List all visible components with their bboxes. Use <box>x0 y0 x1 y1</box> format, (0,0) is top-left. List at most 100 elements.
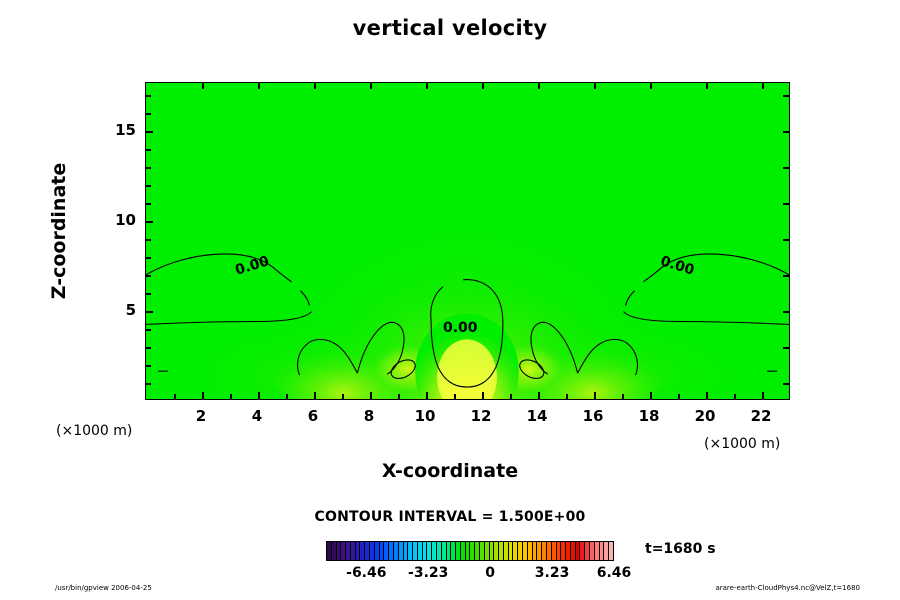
y-tick-minor <box>146 383 151 385</box>
y-tick-minor <box>146 275 151 277</box>
x-tick-label-12: 12 <box>470 407 492 425</box>
y-tick-minor <box>146 185 151 187</box>
x-tick-label-8: 8 <box>363 407 375 425</box>
x-axis-unit-note: (×1000 m) <box>704 436 781 452</box>
colorbar-segment <box>566 542 571 560</box>
x-tick-2 <box>202 392 204 399</box>
x-tick-minor <box>566 394 568 399</box>
colorbar-segment <box>580 542 586 560</box>
x-tick-14 <box>538 392 540 399</box>
colorbar-segment <box>499 542 504 560</box>
x-tick-minor <box>230 394 232 399</box>
colorbar-tick--3.23: -3.23 <box>408 565 449 581</box>
x-tick-22 <box>762 392 764 399</box>
y-tick-minor <box>146 347 151 349</box>
colorbar-segment <box>542 542 547 560</box>
colorbar-segment <box>513 542 519 560</box>
y-tick-right <box>783 167 789 169</box>
page-title: vertical velocity <box>352 16 548 40</box>
colorbar-segment <box>480 542 485 560</box>
colorbar-segment <box>331 542 337 560</box>
y-tick-minor <box>146 257 151 259</box>
colorbar-segment <box>546 542 552 560</box>
y-tick-label-group: 5 10 15 <box>100 82 136 400</box>
x-tick-minor <box>398 394 400 399</box>
colorbar-segment <box>360 542 366 560</box>
y-tick-15 <box>146 131 153 133</box>
y-tick-minor <box>146 95 151 97</box>
y-tick-right <box>783 347 789 349</box>
x-tick-16 <box>594 392 596 399</box>
colorbar-segment <box>432 542 437 560</box>
x-tick-label-16: 16 <box>582 407 604 425</box>
footer-datasource: arare-earth-CloudPhys4.nc@VelZ,t=1680 <box>715 584 860 592</box>
x-tick-label-10: 10 <box>414 407 436 425</box>
x-tick-label-6: 6 <box>307 407 319 425</box>
colorbar-segment <box>465 542 471 560</box>
y-tick-right <box>783 383 789 385</box>
colorbar-segment <box>374 542 380 560</box>
colorbar-segment <box>398 542 404 560</box>
y-tick-minor <box>146 113 151 115</box>
y-tick-label-5: 5 <box>125 301 136 319</box>
colorbar-segment <box>604 542 610 560</box>
colorbar-segment <box>489 542 495 560</box>
x-tick-label-4: 4 <box>251 407 263 425</box>
colorbar-segment <box>393 542 399 560</box>
y-axis-unit-note: (×1000 m) <box>56 423 133 439</box>
colorbar-segment <box>417 542 423 560</box>
colorbar-segment <box>503 542 509 560</box>
colorbar-segment <box>470 542 476 560</box>
colorbar-segment <box>422 542 428 560</box>
y-tick-right <box>783 131 789 133</box>
x-tick-minor <box>286 394 288 399</box>
colorbar-segment <box>365 542 371 560</box>
colorbar-segment <box>379 542 385 560</box>
colorbar-segment <box>355 542 361 560</box>
y-tick-10 <box>146 221 153 223</box>
colorbar-segment <box>427 542 433 560</box>
colorbar-segment <box>599 542 605 560</box>
y-tick-right <box>783 311 789 313</box>
x-tick-minor <box>342 394 344 399</box>
y-tick-label-10: 10 <box>115 211 136 229</box>
colorbar-segment <box>327 542 332 560</box>
x-tick-top <box>314 83 316 89</box>
colorbar-segment <box>527 542 533 560</box>
x-tick-label-22: 22 <box>750 407 772 425</box>
colorbar-segment <box>403 542 409 560</box>
y-axis-title: Z-coordinate <box>48 162 70 300</box>
colorbar-segment <box>446 542 452 560</box>
y-tick-minor <box>146 239 151 241</box>
colorbar-tick--6.46: -6.46 <box>346 565 387 581</box>
x-tick-top <box>370 83 372 89</box>
y-tick-minor <box>146 329 151 331</box>
x-tick-minor <box>454 394 456 399</box>
time-label: t=1680 s <box>645 541 716 557</box>
colorbar-segment <box>475 542 480 560</box>
colorbar-segment <box>456 542 461 560</box>
colorbar[interactable] <box>326 541 614 561</box>
colorbar-segment <box>594 542 600 560</box>
colorbar-segment <box>350 542 356 560</box>
colorbar-segment <box>523 542 528 560</box>
x-tick-8 <box>370 392 372 399</box>
x-tick-top <box>258 83 260 89</box>
x-tick-top <box>482 83 484 89</box>
x-tick-minor <box>510 394 512 399</box>
colorbar-tick-0: 0 <box>485 565 496 581</box>
x-tick-top <box>538 83 540 89</box>
x-tick-10 <box>426 392 428 399</box>
x-tick-18 <box>650 392 652 399</box>
colorbar-segment <box>556 542 562 560</box>
colorbar-segment <box>484 542 490 560</box>
colorbar-segment <box>508 542 514 560</box>
colorbar-segment <box>389 542 394 560</box>
y-tick-right <box>783 95 789 97</box>
y-tick-label-15: 15 <box>115 121 136 139</box>
x-tick-top <box>650 83 652 89</box>
x-tick-minor <box>734 394 736 399</box>
x-tick-top <box>426 83 428 89</box>
colorbar-tick-3.23: 3.23 <box>534 565 570 581</box>
colorbar-segment <box>494 542 500 560</box>
